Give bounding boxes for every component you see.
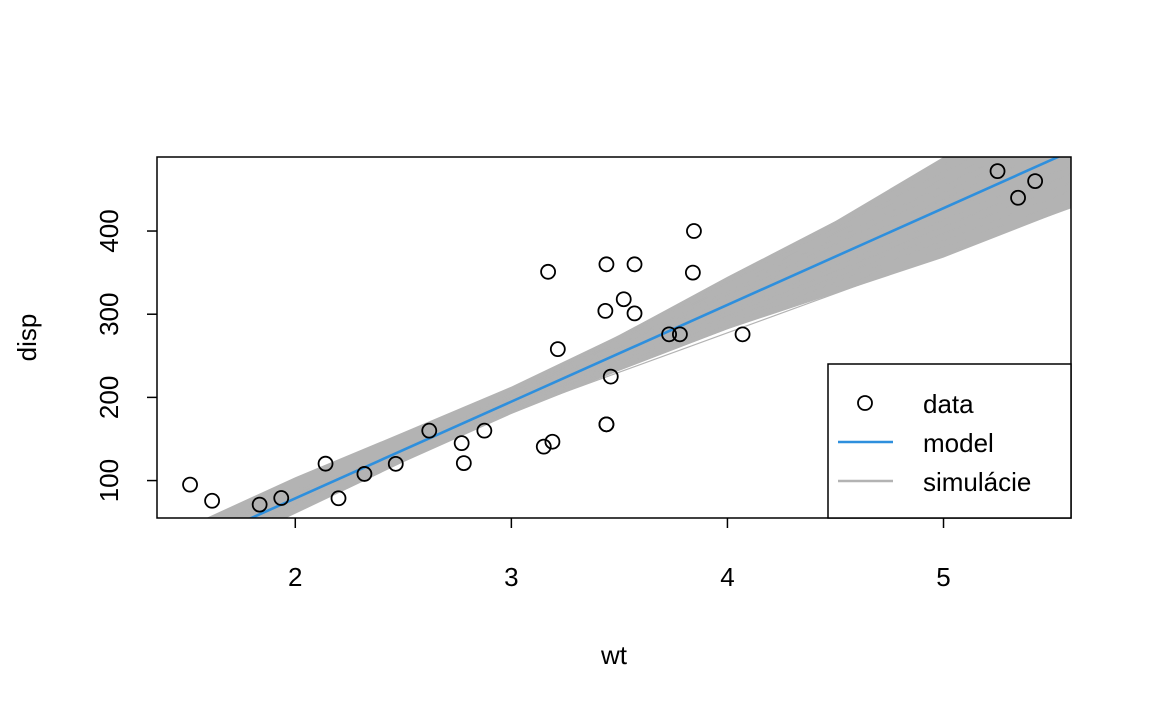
- x-axis: 2 3 4 5: [288, 518, 951, 592]
- data-point: [317, 455, 334, 472]
- data-point: [598, 256, 615, 273]
- plot-frame: [156, 156, 1072, 519]
- simulation-line: [216, 207, 1071, 518]
- legend-label-model: model: [923, 428, 994, 458]
- data-point: [476, 422, 493, 439]
- simulation-line: [268, 157, 974, 518]
- data-point: [535, 438, 552, 455]
- data-point: [204, 492, 220, 509]
- data-point: [1027, 173, 1044, 190]
- simulation-line: [238, 173, 1071, 518]
- data-point: [602, 368, 619, 385]
- data-point: [356, 466, 373, 482]
- data-point: [544, 433, 561, 450]
- simulation-line: [265, 157, 989, 518]
- data-point: [734, 326, 751, 343]
- simulation-line: [228, 190, 1071, 518]
- x-axis-label: wt: [600, 640, 628, 670]
- data-point: [549, 341, 566, 358]
- data-point: [540, 263, 556, 280]
- data-point: [598, 416, 615, 433]
- data-point: [182, 476, 198, 493]
- legend-point-symbol: [857, 395, 873, 411]
- legend-label-simulacie: simulácie: [923, 467, 1031, 497]
- data-point: [684, 264, 701, 281]
- y-tick-label: 400: [94, 209, 124, 252]
- data-points: [182, 163, 1044, 513]
- data-point: [626, 305, 643, 322]
- model-line-path: [248, 157, 1061, 518]
- data-point: [330, 490, 347, 507]
- data-point: [453, 435, 470, 452]
- x-tick-label: 4: [720, 562, 734, 592]
- data-point: [273, 490, 290, 506]
- data-point: [626, 256, 643, 273]
- y-tick-label: 300: [94, 293, 124, 336]
- data-point: [455, 455, 472, 472]
- simulation-line: [233, 181, 1071, 518]
- data-point: [661, 326, 677, 343]
- data-point: [672, 326, 688, 343]
- data-point: [686, 223, 702, 239]
- data-point: [1010, 189, 1026, 206]
- x-tick-label: 5: [936, 562, 950, 592]
- x-tick-label: 3: [504, 562, 518, 592]
- data-point: [989, 163, 1006, 180]
- data-point: [251, 496, 268, 513]
- legend: data model simulácie: [827, 363, 1072, 519]
- y-axis: 100 200 300 400: [94, 209, 157, 502]
- legend-label-data: data: [923, 389, 974, 419]
- model-line: [248, 157, 1061, 518]
- data-point: [597, 302, 614, 319]
- data-point: [421, 422, 438, 439]
- y-axis-label: disp: [12, 314, 42, 362]
- simulation-line: [261, 157, 1004, 518]
- y-tick-label: 100: [94, 459, 124, 502]
- data-point: [387, 455, 404, 472]
- y-tick-label: 200: [94, 376, 124, 419]
- x-tick-label: 2: [288, 562, 302, 592]
- data-point: [615, 291, 632, 308]
- simulation-line: [271, 157, 961, 518]
- simulation-line: [258, 157, 1020, 518]
- simulation-line: [242, 164, 1071, 518]
